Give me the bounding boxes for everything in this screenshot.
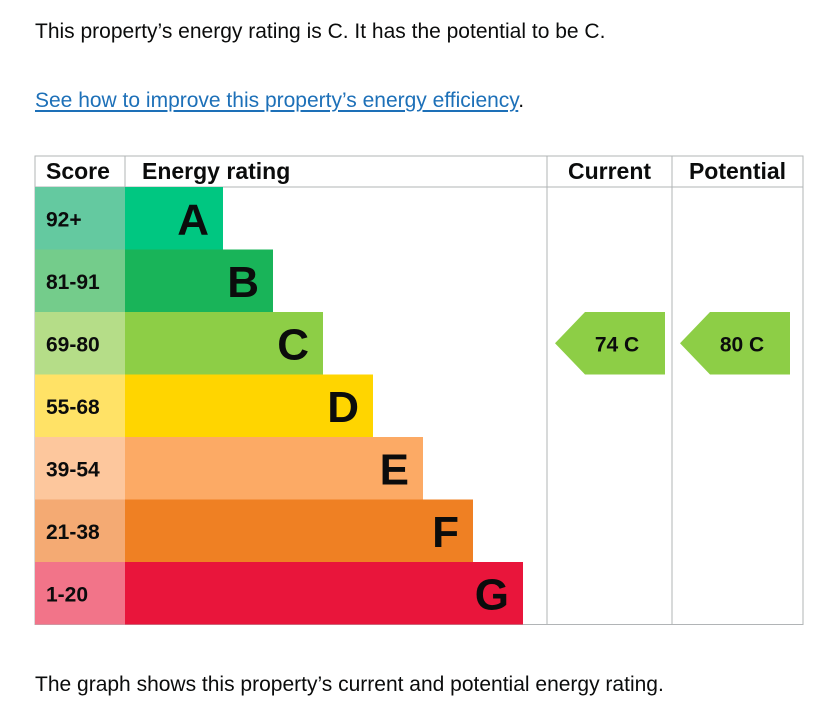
score-cell-e (35, 437, 125, 500)
score-range-d: 55-68 (46, 396, 100, 419)
header-score: Score (46, 158, 110, 184)
score-range-c: 69-80 (46, 333, 100, 356)
score-cell-f (35, 499, 125, 562)
rating-bar-d (125, 374, 373, 437)
score-cell-g (35, 562, 125, 625)
score-range-f: 21-38 (46, 521, 100, 544)
score-range-g: 1-20 (46, 583, 88, 606)
rating-letter-g: G (475, 570, 509, 619)
rating-bar-b (125, 249, 273, 312)
rating-bar-f (125, 499, 473, 562)
energy-rating-chart: Score Energy rating Current Potential 92+ A 81… (34, 155, 804, 625)
current-rating-label: 74 C (595, 333, 639, 356)
potential-arrow (680, 312, 790, 375)
current-arrow (555, 312, 665, 375)
rating-bar-e (125, 437, 423, 500)
improve-efficiency-link[interactable]: See how to improve this property’s energ… (35, 89, 519, 112)
potential-rating-label: 80 C (720, 333, 764, 356)
rating-letter-c: C (277, 320, 309, 369)
rating-letter-e: E (380, 445, 409, 494)
score-range-e: 39-54 (46, 458, 100, 481)
rating-bar-g (125, 562, 523, 625)
score-cell-c (35, 312, 125, 375)
energy-rating-summary: This property’s energy rating is C. It h… (35, 20, 606, 43)
header-current: Current (568, 158, 651, 184)
score-range-a: 92+ (46, 208, 82, 231)
improve-efficiency-line: See how to improve this property’s energ… (35, 89, 524, 113)
score-range-b: 81-91 (46, 271, 100, 294)
rating-letter-d: D (327, 383, 359, 432)
link-trailing-period: . (518, 89, 525, 112)
rating-letter-f: F (432, 508, 459, 557)
header-potential: Potential (689, 158, 786, 184)
rating-bar-c (125, 312, 323, 375)
graph-description: The graph shows this property’s current … (35, 673, 664, 696)
score-cell-b (35, 249, 125, 312)
rating-bar-a (125, 187, 223, 250)
rating-letter-b: B (227, 258, 259, 307)
rating-letter-a: A (177, 195, 209, 244)
header-energy-rating: Energy rating (142, 158, 290, 184)
score-cell-a (35, 187, 125, 250)
score-cell-d (35, 374, 125, 437)
